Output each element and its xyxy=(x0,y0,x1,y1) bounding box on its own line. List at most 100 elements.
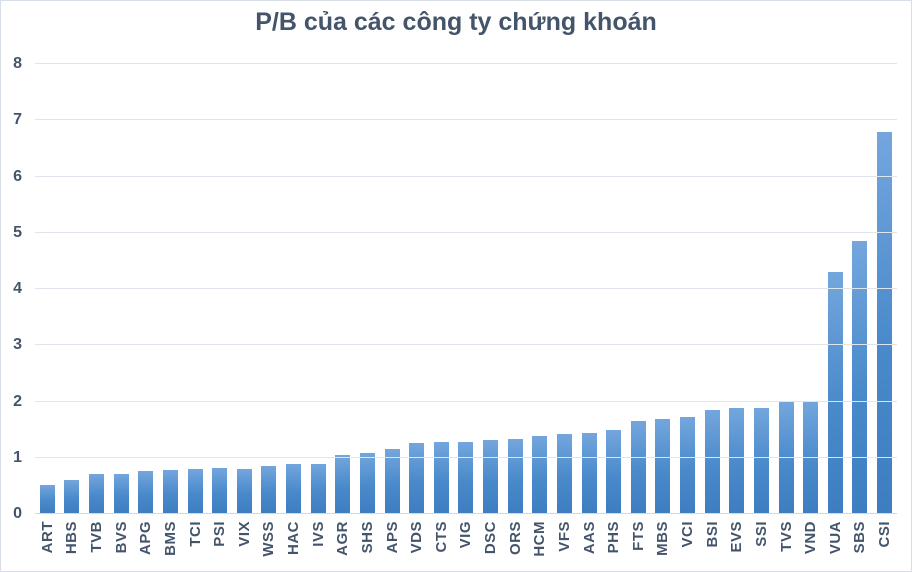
bar-VUA xyxy=(827,272,843,513)
bar-APS xyxy=(384,448,400,513)
bar-slot xyxy=(35,64,60,513)
bar-APG xyxy=(138,470,154,513)
bar-slot xyxy=(601,64,626,513)
bar-IVS xyxy=(310,464,326,513)
x-tick-label: DSC xyxy=(482,521,500,555)
bar-FTS xyxy=(630,421,646,513)
x-tick-slot: SHS xyxy=(355,521,380,571)
x-tick-label: FTS xyxy=(629,521,647,551)
x-tick-slot: CSI xyxy=(872,521,897,571)
bar-slot xyxy=(84,64,109,513)
bar-slot xyxy=(257,64,282,513)
y-tick-label: 4 xyxy=(13,280,22,297)
x-tick-label: MBS xyxy=(654,521,672,556)
bar-slot xyxy=(355,64,380,513)
y-tick-label: 3 xyxy=(13,336,22,354)
x-tick-slot: VDS xyxy=(404,521,429,571)
x-tick-label: VCI xyxy=(679,521,697,548)
x-tick-slot: FTS xyxy=(626,521,651,571)
x-tick-slot: APS xyxy=(380,521,405,571)
x-tick-label: TVB xyxy=(88,521,106,553)
x-tick-slot: CTS xyxy=(429,521,454,571)
y-tick-label: 5 xyxy=(13,223,22,241)
bar-SSI xyxy=(753,408,769,513)
x-tick-slot: AGR xyxy=(331,521,356,571)
x-tick-label: VIG xyxy=(457,521,475,549)
x-tick-slot: HCM xyxy=(528,521,553,571)
x-tick-label: ORS xyxy=(506,521,524,556)
bar-slot xyxy=(577,64,602,513)
x-tick-slot: WSS xyxy=(257,521,282,571)
x-tick-label: VND xyxy=(802,521,820,555)
bar-slot xyxy=(454,64,479,513)
bar-VDS xyxy=(409,443,425,513)
bar-slot xyxy=(675,64,700,513)
x-tick-slot: PSI xyxy=(207,521,232,571)
bar-slot xyxy=(158,64,183,513)
bar-slot xyxy=(700,64,725,513)
x-tick-slot: TVB xyxy=(84,521,109,571)
x-tick-label: HCM xyxy=(531,521,549,557)
bar-slot xyxy=(281,64,306,513)
x-tick-slot: EVS xyxy=(725,521,750,571)
bar-SHS xyxy=(359,452,375,513)
bar-CSI xyxy=(877,131,893,513)
bar-HBS xyxy=(64,479,80,513)
x-tick-label: VUA xyxy=(826,521,844,555)
x-tick-label: BSI xyxy=(703,521,721,548)
x-tick-slot: MBS xyxy=(651,521,676,571)
x-tick-slot: BSI xyxy=(700,521,725,571)
x-tick-label: TCI xyxy=(186,521,204,547)
y-tick-label: 1 xyxy=(13,448,22,466)
bar-slot xyxy=(429,64,454,513)
bar-slot xyxy=(109,64,134,513)
x-tick-slot: VFS xyxy=(552,521,577,571)
x-tick-slot: VIX xyxy=(232,521,257,571)
bar-EVS xyxy=(729,408,745,513)
gridline xyxy=(35,456,897,458)
bars-row xyxy=(35,64,897,513)
y-tick-label: 6 xyxy=(13,167,22,185)
bar-slot xyxy=(872,64,897,513)
x-tick-label: VFS xyxy=(555,521,573,552)
bar-WSS xyxy=(261,466,277,513)
x-tick-label: CSI xyxy=(876,521,894,548)
bar-DSC xyxy=(483,440,499,513)
bar-slot xyxy=(848,64,873,513)
x-tick-label: PSI xyxy=(211,521,229,547)
bar-slot xyxy=(331,64,356,513)
bar-MBS xyxy=(655,419,671,513)
x-tick-slot: TVS xyxy=(774,521,799,571)
y-tick-label: 0 xyxy=(13,505,22,522)
bar-VFS xyxy=(556,434,572,513)
bar-slot xyxy=(232,64,257,513)
bar-slot xyxy=(528,64,553,513)
x-tick-label: AAS xyxy=(580,521,598,555)
x-tick-slot: DSC xyxy=(478,521,503,571)
x-tick-slot: ART xyxy=(35,521,60,571)
bar-VIG xyxy=(458,441,474,513)
bar-slot xyxy=(725,64,750,513)
bar-BSI xyxy=(704,409,720,513)
x-tick-slot: VIG xyxy=(454,521,479,571)
x-axis-labels: ART HBS TVB BVS APG BMS TCI PSI VIX WSS HAC IVS AGR S… xyxy=(35,521,897,571)
bar-CTS xyxy=(433,441,449,513)
plot-area xyxy=(35,63,897,514)
gridline xyxy=(35,119,897,121)
x-tick-label: AGR xyxy=(334,521,352,556)
x-tick-label: SHS xyxy=(358,521,376,554)
gridline xyxy=(35,231,897,233)
chart-title: P/B của các công ty chứng khoán xyxy=(255,8,657,36)
bar-VIX xyxy=(236,468,252,513)
bar-TVB xyxy=(89,474,105,513)
x-tick-slot: TCI xyxy=(183,521,208,571)
x-tick-label: BMS xyxy=(161,521,179,556)
bar-TCI xyxy=(187,468,203,513)
bar-slot xyxy=(306,64,331,513)
x-tick-label: VIX xyxy=(235,521,253,547)
bar-BMS xyxy=(162,469,178,513)
x-tick-label: WSS xyxy=(260,521,278,557)
x-tick-label: SBS xyxy=(851,521,869,554)
x-tick-label: TVS xyxy=(777,521,795,552)
